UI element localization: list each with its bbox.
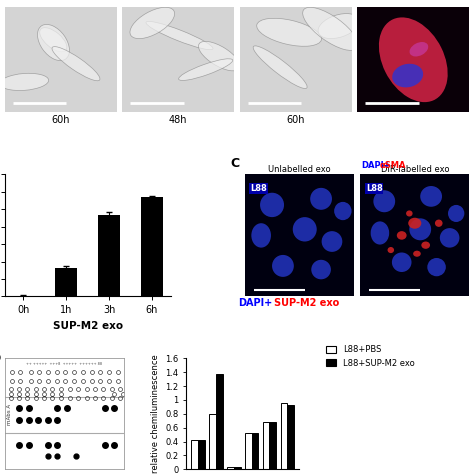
Bar: [245, 433, 252, 469]
Ellipse shape: [392, 64, 423, 87]
Bar: [12, 295, 35, 296]
Ellipse shape: [392, 253, 411, 272]
Title: Unlabelled exo: Unlabelled exo: [268, 164, 330, 173]
Ellipse shape: [374, 190, 395, 212]
Ellipse shape: [130, 7, 174, 38]
Ellipse shape: [371, 221, 389, 245]
Ellipse shape: [293, 217, 317, 242]
Bar: [191, 440, 198, 469]
Bar: [209, 414, 216, 469]
Ellipse shape: [428, 258, 446, 276]
Ellipse shape: [40, 27, 67, 52]
Bar: [287, 405, 294, 469]
Ellipse shape: [318, 14, 359, 38]
Ellipse shape: [303, 7, 358, 50]
Ellipse shape: [257, 18, 321, 46]
Text: mAbs A: mAbs A: [7, 404, 12, 426]
Ellipse shape: [251, 223, 271, 247]
Ellipse shape: [179, 59, 233, 81]
Ellipse shape: [322, 231, 342, 252]
Bar: [270, 422, 276, 469]
Bar: [198, 440, 205, 469]
Ellipse shape: [253, 46, 307, 89]
Ellipse shape: [448, 205, 465, 222]
Bar: [263, 422, 270, 469]
Bar: [227, 467, 234, 469]
Ellipse shape: [410, 219, 431, 240]
Ellipse shape: [37, 25, 69, 61]
Ellipse shape: [260, 193, 284, 217]
Ellipse shape: [311, 260, 331, 279]
Ellipse shape: [435, 219, 443, 227]
Ellipse shape: [52, 46, 100, 81]
Ellipse shape: [146, 21, 213, 50]
Text: C: C: [230, 157, 239, 170]
Ellipse shape: [420, 186, 442, 207]
Text: D: D: [0, 352, 1, 365]
Ellipse shape: [408, 218, 421, 229]
Bar: [216, 374, 223, 469]
Text: ++ +++++  +++8  +++++  ++++++ 88: ++ +++++ +++8 +++++ ++++++ 88: [26, 362, 102, 366]
Bar: [252, 433, 258, 469]
X-axis label: 48h: 48h: [169, 115, 188, 125]
Ellipse shape: [410, 42, 428, 56]
Title: DiR-labelled exo: DiR-labelled exo: [381, 164, 449, 173]
Ellipse shape: [379, 18, 447, 102]
Ellipse shape: [406, 210, 412, 217]
Bar: [141, 197, 163, 296]
Bar: [281, 403, 287, 469]
Text: L88: L88: [366, 184, 383, 193]
Ellipse shape: [272, 255, 294, 277]
Y-axis label: relative chemiluminescence: relative chemiluminescence: [151, 355, 160, 473]
Ellipse shape: [334, 202, 352, 220]
Legend: L88+PBS, L88+SUP-M2 exo: L88+PBS, L88+SUP-M2 exo: [327, 346, 415, 368]
Text: DAPI+: DAPI+: [362, 161, 391, 170]
X-axis label: 60h: 60h: [286, 115, 305, 125]
Bar: [55, 268, 77, 296]
X-axis label: SUP-M2 exo: SUP-M2 exo: [53, 321, 123, 331]
Text: αSMA: αSMA: [379, 161, 406, 170]
Ellipse shape: [199, 41, 240, 71]
Text: DAPI+: DAPI+: [238, 298, 272, 308]
Ellipse shape: [397, 231, 407, 240]
Ellipse shape: [310, 188, 332, 210]
Ellipse shape: [388, 247, 394, 253]
Text: L88: L88: [250, 184, 267, 193]
Ellipse shape: [440, 228, 459, 247]
X-axis label: 60h: 60h: [52, 115, 70, 125]
Text: SUP-M2 exo: SUP-M2 exo: [274, 298, 339, 308]
Ellipse shape: [421, 242, 430, 249]
Bar: [234, 467, 240, 469]
Ellipse shape: [413, 251, 421, 257]
Ellipse shape: [0, 73, 49, 91]
Bar: [98, 215, 120, 296]
